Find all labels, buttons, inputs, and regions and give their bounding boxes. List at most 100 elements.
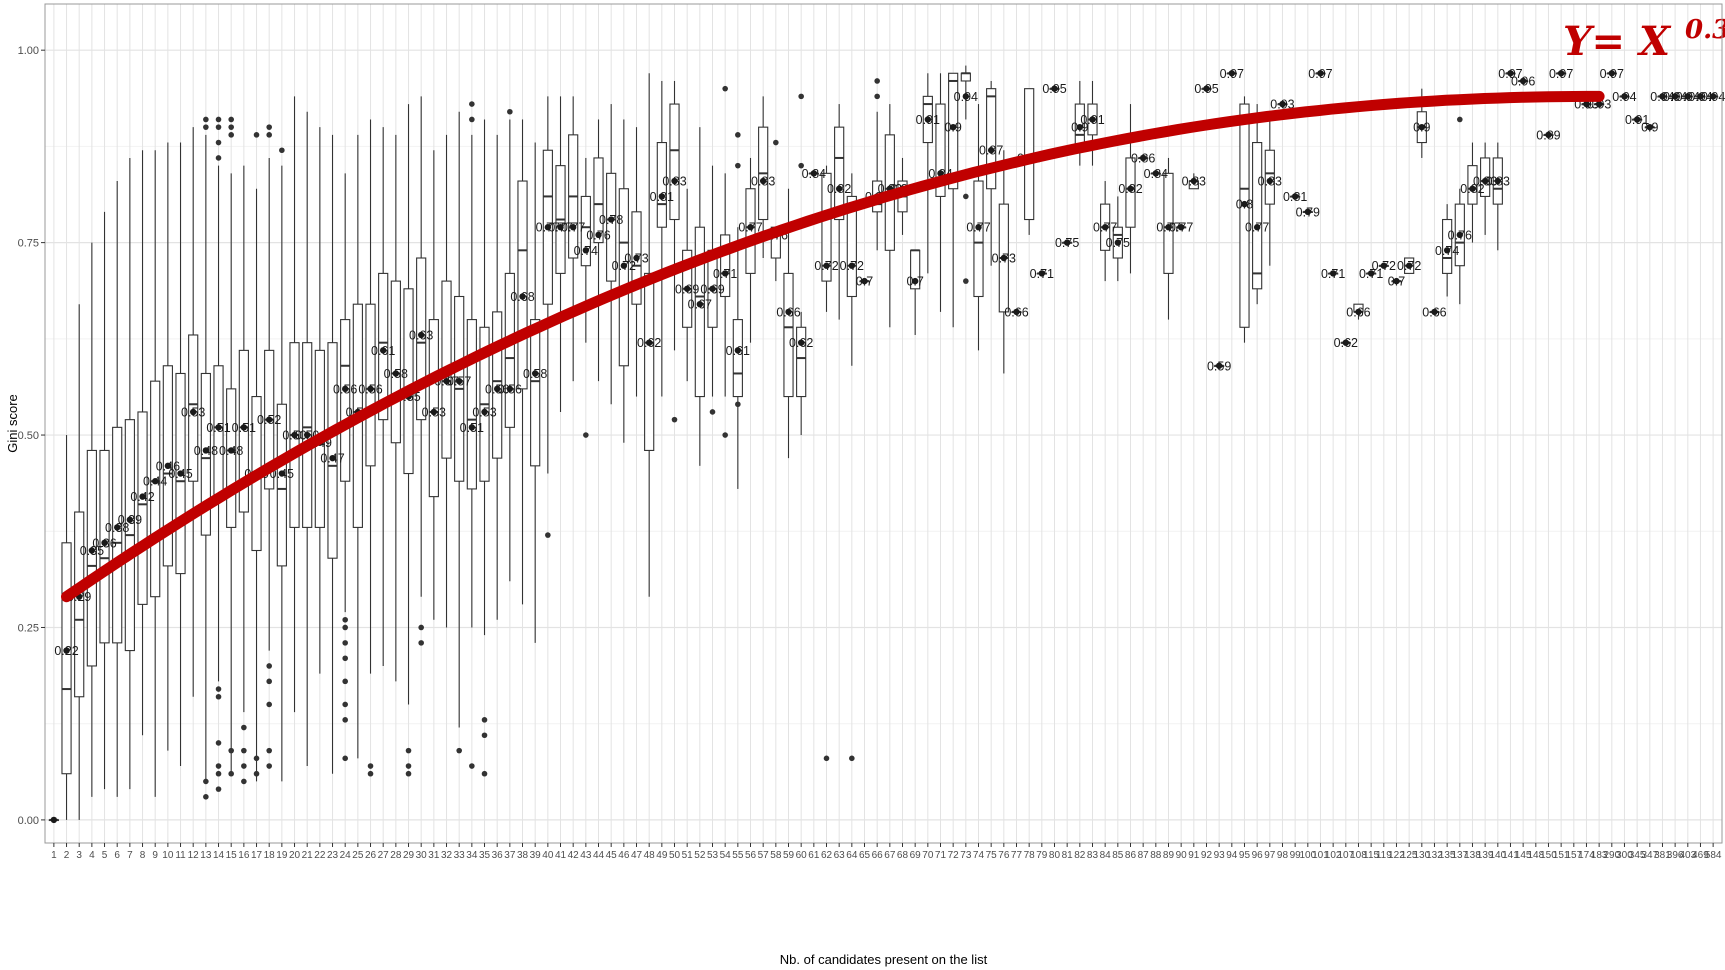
box-iqr — [365, 303, 376, 467]
mean-label: 0.77 — [966, 221, 990, 235]
x-tick-label: 34 — [466, 850, 478, 861]
mean-point — [607, 216, 615, 223]
mean-label: 0.73 — [992, 252, 1016, 266]
x-tick-label: 36 — [492, 850, 504, 861]
outlier-point — [342, 616, 348, 623]
mean-point — [1228, 70, 1236, 77]
x-tick-label: 80 — [1049, 850, 1061, 861]
mean-point — [1139, 154, 1147, 162]
mean-point — [1279, 100, 1286, 108]
mean-point — [544, 224, 552, 231]
outlier-point — [722, 432, 728, 438]
box-iqr — [986, 88, 997, 190]
box-iqr — [960, 72, 971, 82]
mean-label: 0.67 — [688, 298, 712, 312]
box-iqr — [112, 426, 123, 644]
x-tick-label: 32 — [441, 850, 453, 861]
x-tick-label: 68 — [897, 850, 909, 861]
mean-point — [1329, 270, 1337, 277]
mean-label: 0.45 — [270, 467, 294, 481]
x-tick-label: 98 — [1277, 850, 1289, 861]
x-tick-label: 60 — [796, 850, 808, 861]
mean-point — [785, 308, 792, 316]
mean-label: 0.53 — [422, 405, 446, 419]
mean-label: 0.72 — [840, 259, 864, 273]
mean-label: 0.71 — [1321, 267, 1345, 281]
mean-point — [861, 277, 868, 285]
outlier-point — [203, 778, 209, 785]
outlier-point — [735, 132, 741, 138]
x-axis-title: Nb. of candidates present on the list — [780, 952, 988, 967]
mean-point — [443, 377, 450, 385]
outlier-point — [241, 763, 247, 769]
mean-label: 0.83 — [662, 175, 686, 189]
mean-label: 0.87 — [979, 144, 1003, 158]
outlier-point — [266, 747, 272, 754]
outlier-point — [342, 655, 348, 662]
mean-label: 0.58 — [523, 367, 547, 381]
mean-point — [1431, 308, 1438, 316]
mean-point — [291, 431, 298, 439]
box-3 — [74, 304, 85, 820]
outlier-point — [241, 747, 247, 754]
box-iqr — [593, 157, 604, 244]
mean-point — [1405, 262, 1413, 269]
box-9 — [150, 150, 161, 797]
mean-point — [1367, 270, 1375, 277]
x-tick-label: 108 — [1350, 850, 1367, 861]
x-tick-label: 30 — [416, 850, 428, 861]
mean-label: 0.91 — [916, 113, 940, 127]
x-tick-label: 47 — [631, 850, 643, 861]
mean-label: 0.63 — [409, 328, 433, 342]
x-tick-label: 151 — [1553, 850, 1570, 861]
x-tick-label: 42 — [568, 850, 580, 861]
mean-label: 0.97 — [1220, 67, 1244, 81]
outlier-point — [545, 532, 551, 538]
x-tick-label: 59 — [783, 850, 795, 861]
x-tick-label: 43 — [580, 850, 592, 861]
mean-point — [189, 408, 197, 416]
box-42 — [568, 96, 579, 382]
mean-label: 0.9 — [1071, 121, 1088, 135]
mean-point — [835, 185, 843, 192]
mean-point — [1481, 177, 1489, 185]
mean-label: 0.59 — [1207, 359, 1231, 373]
mean-point — [962, 93, 970, 100]
mean-point — [1152, 170, 1160, 177]
mean-label: 0.93 — [1270, 98, 1294, 112]
box-31 — [428, 150, 439, 620]
mean-label: 0.9 — [1641, 121, 1658, 135]
mean-label: 0.84 — [1144, 167, 1168, 181]
mean-label: 0.62 — [637, 336, 661, 350]
mean-label: 0.73 — [624, 252, 648, 266]
box-52 — [694, 127, 705, 466]
box-iqr — [834, 126, 845, 221]
box-iqr — [1480, 157, 1491, 197]
x-tick-label: 29 — [403, 850, 415, 861]
box-23 — [327, 134, 338, 774]
mean-point — [265, 416, 273, 423]
mean-label: 0.66 — [776, 305, 800, 319]
mean-point — [696, 300, 704, 308]
x-tick-label: 44 — [593, 850, 605, 861]
mean-label: 0.9 — [1413, 121, 1430, 135]
mean-label: 0.22 — [54, 644, 78, 658]
box-iqr — [694, 226, 705, 398]
x-tick-label: 141 — [1502, 850, 1519, 861]
mean-label: 0.77 — [1245, 221, 1269, 235]
mean-label: 0.71 — [713, 267, 737, 281]
y-axis-title: Gini score — [5, 394, 20, 453]
mean-label: 0.96 — [1511, 74, 1535, 88]
box-iqr — [416, 257, 427, 421]
outlier-point — [367, 770, 374, 777]
x-tick-label: 94 — [1226, 850, 1238, 861]
x-tick-label: 119 — [1376, 850, 1392, 861]
outlier-point — [215, 155, 222, 161]
outlier-point — [203, 124, 209, 130]
x-tick-label: 61 — [808, 850, 820, 861]
mean-label: 0.58 — [384, 367, 408, 381]
box-95 — [1239, 96, 1250, 343]
mean-label: 0.69 — [700, 282, 724, 296]
mean-point — [721, 270, 729, 277]
x-tick-label: 137 — [1451, 850, 1468, 861]
